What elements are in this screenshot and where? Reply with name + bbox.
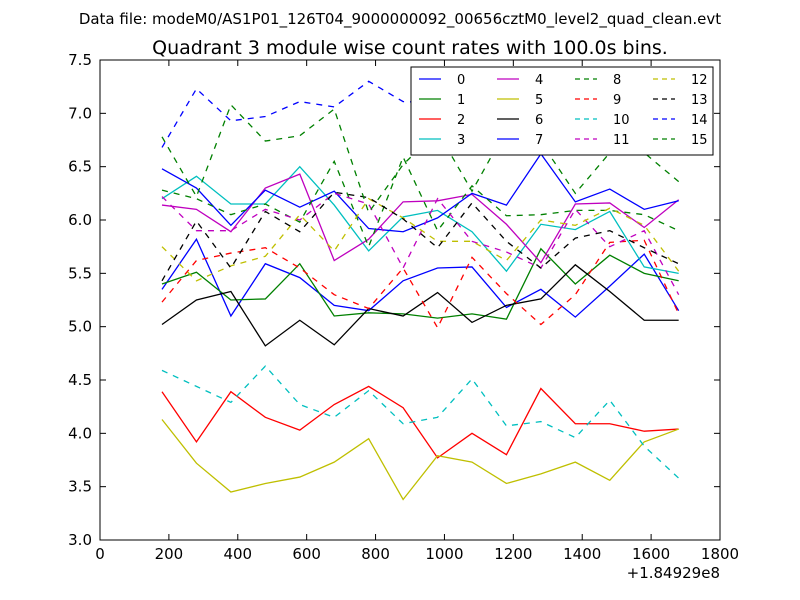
series-line-8 <box>161 155 679 249</box>
series-line-0 <box>161 237 680 318</box>
plot-area <box>161 65 680 501</box>
y-tick-label: 7.5 <box>68 51 92 69</box>
series-line-12 <box>161 197 680 282</box>
legend-label-6: 6 <box>535 113 543 128</box>
legend-label-1: 1 <box>457 93 465 108</box>
suptitle: Data file: modeM0/AS1P01_126T04_90000000… <box>79 10 721 29</box>
y-tick-label: 5.0 <box>68 318 92 336</box>
legend-label-5: 5 <box>535 93 543 108</box>
legend-box <box>410 66 714 156</box>
plot-frame <box>99 59 721 541</box>
y-tick-label: 5.5 <box>68 264 92 282</box>
legend-label-13: 13 <box>691 93 708 108</box>
y-tick-label: 3.5 <box>68 478 92 496</box>
series-line-3 <box>161 165 679 274</box>
x-tick-label: 1400 <box>563 545 601 563</box>
y-tick-label: 6.5 <box>68 158 92 176</box>
legend-label-2: 2 <box>457 113 465 128</box>
y-tick-label: 7.0 <box>68 104 92 122</box>
legend-label-9: 9 <box>613 93 621 108</box>
legend-label-0: 0 <box>457 73 465 88</box>
legend-label-8: 8 <box>613 73 621 88</box>
legend-label-12: 12 <box>691 73 708 88</box>
series-line-5 <box>161 419 679 501</box>
legend-label-14: 14 <box>691 113 708 128</box>
x-tick-label: 0 <box>95 545 105 563</box>
axis-ticks: 0 200 400 600 800 1000 1200 1400 1600 1800 3.0 3.5 4… <box>68 51 739 563</box>
series-line-11 <box>161 192 680 295</box>
x-tick-label: 1000 <box>425 545 463 563</box>
y-tick-label: 4.5 <box>68 371 92 389</box>
series-line-6 <box>161 263 679 347</box>
chart-title: Quadrant 3 module wise count rates with … <box>152 37 668 59</box>
x-tick-label: 1600 <box>632 545 670 563</box>
series-line-2 <box>161 385 679 459</box>
x-tick-label: 200 <box>155 545 184 563</box>
legend-label-7: 7 <box>535 133 543 148</box>
x-tick-label: 800 <box>361 545 390 563</box>
legend-label-10: 10 <box>613 113 630 128</box>
y-tick-label: 4.0 <box>68 424 92 442</box>
x-offset-label: +1.84929e8 <box>627 564 720 582</box>
series-line-7 <box>161 152 679 233</box>
legend-label-11: 11 <box>613 133 630 148</box>
legend-label-4: 4 <box>535 73 543 88</box>
series-line-13 <box>161 191 679 282</box>
x-tick-label: 600 <box>292 545 321 563</box>
legend-label-15: 15 <box>691 133 708 148</box>
x-tick-label: 1200 <box>494 545 532 563</box>
series-line-10 <box>161 365 680 479</box>
series-line-4 <box>161 173 680 264</box>
x-tick-label: 400 <box>223 545 252 563</box>
y-tick-label: 6.0 <box>68 211 92 229</box>
legend-label-3: 3 <box>457 133 465 148</box>
x-tick-label: 1800 <box>701 545 739 563</box>
y-tick-label: 3.0 <box>68 531 92 549</box>
